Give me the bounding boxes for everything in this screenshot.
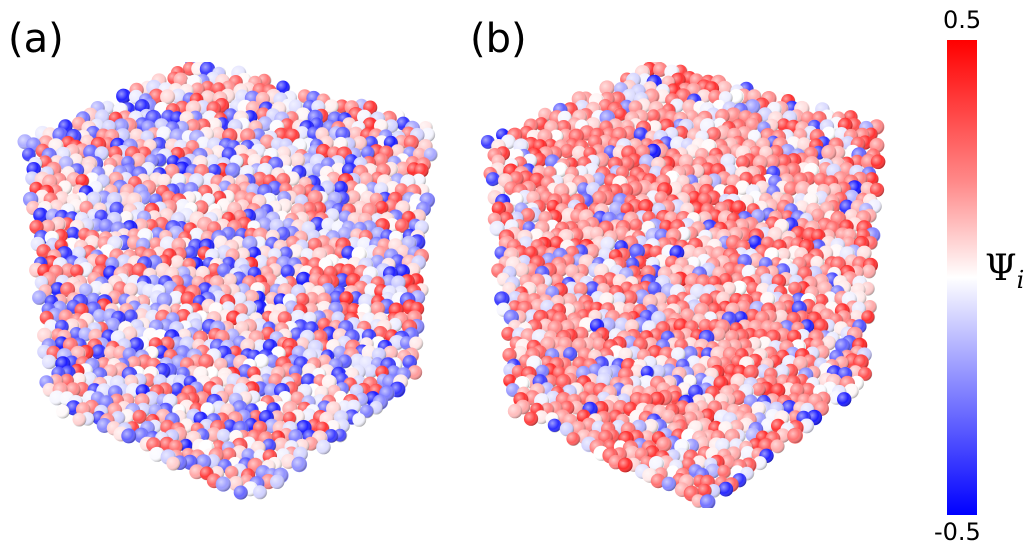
- particle-cube-a: [17, 62, 438, 500]
- colorbar-max-label: 0.5: [943, 6, 982, 34]
- colorbar-symbol: Ψi: [985, 248, 1024, 294]
- colorbar-symbol-psi: Ψ: [985, 248, 1017, 289]
- colorbar: [947, 40, 977, 515]
- panel-a-label: (a): [8, 16, 64, 62]
- panel-b-label: (b): [470, 16, 527, 62]
- particle-cube-b: [480, 62, 886, 508]
- cube-a-spheres: [17, 62, 438, 500]
- colorbar-min-label: -0.5: [934, 518, 981, 546]
- colorbar-symbol-subscript: i: [1016, 266, 1025, 294]
- cube-b-spheres: [480, 62, 886, 508]
